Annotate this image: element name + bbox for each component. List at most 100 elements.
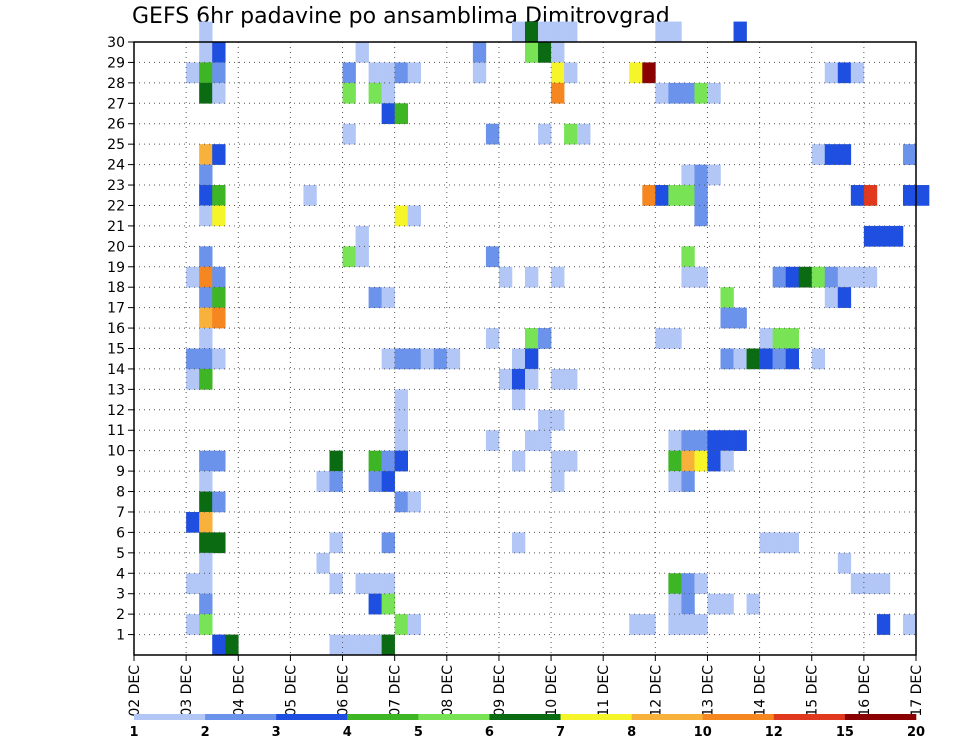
heatmap-cell [785, 266, 799, 288]
heatmap-cell [199, 450, 213, 472]
colorbar-tick-label: 8 [627, 725, 636, 740]
heatmap-cell [199, 491, 213, 513]
colorbar-tick-label: 5 [414, 725, 423, 740]
heatmap-cell [551, 450, 565, 472]
heatmap-cell [681, 185, 695, 206]
heatmap-cell [824, 62, 839, 84]
heatmap-cell [564, 21, 578, 43]
heatmap-cell [433, 348, 448, 370]
heatmap-cell [199, 185, 213, 206]
heatmap-cell [668, 21, 682, 43]
heatmap-cell [472, 42, 487, 63]
heatmap-cell [681, 82, 695, 104]
heatmap-cell [733, 348, 747, 370]
heatmap-cell [199, 593, 213, 615]
heatmap-cell [525, 368, 539, 390]
heatmap-cell [381, 348, 395, 370]
heatmap-cell [342, 634, 356, 656]
heatmap-cell [668, 430, 682, 451]
heatmap-cell [368, 593, 382, 615]
heatmap-cell [329, 471, 343, 492]
heatmap-cell [199, 266, 213, 288]
heatmap-cell [225, 634, 239, 656]
heatmap-cell [525, 42, 539, 63]
x-tick-label: 11 DEC [596, 665, 612, 717]
heatmap-cell [720, 307, 734, 329]
colorbar-swatch [134, 714, 206, 720]
x-tick-label: 13 DEC [700, 665, 716, 717]
heatmap-cell [772, 328, 786, 349]
heatmap-cell [212, 266, 226, 288]
heatmap-cell [564, 450, 578, 472]
heatmap-cell [355, 42, 369, 63]
heatmap-cell [394, 103, 408, 125]
heatmap-cell [212, 62, 226, 84]
heatmap-cell [368, 62, 382, 84]
heatmap-cell [342, 246, 356, 268]
heatmap-cell [798, 266, 813, 288]
heatmap-cell [551, 21, 565, 43]
heatmap-cell [629, 614, 643, 635]
heatmap-cell [199, 82, 213, 104]
heatmap-cell [485, 430, 500, 451]
colorbar-swatch [702, 714, 775, 720]
heatmap-cell [186, 368, 200, 390]
heatmap-cell [355, 573, 369, 594]
y-tick-label: 28 [107, 76, 125, 92]
heatmap-cell [212, 144, 226, 165]
y-tick-label: 19 [107, 260, 125, 276]
y-tick-label: 23 [107, 178, 125, 194]
x-tick-label: 05 DEC [283, 665, 299, 717]
colorbar-tick-label: 3 [272, 725, 281, 740]
x-tick-label: 06 DEC [336, 665, 352, 717]
y-tick-label: 18 [107, 280, 125, 296]
heatmap-cell [746, 348, 760, 370]
heatmap-cell [902, 614, 917, 635]
colorbar-tick-label: 4 [343, 725, 352, 740]
heatmap-cell [811, 144, 826, 165]
heatmap-cell [551, 62, 565, 84]
y-tick-label: 7 [116, 505, 125, 521]
heatmap-cell [212, 307, 226, 329]
heatmap-cell [199, 246, 213, 268]
heatmap-cell [394, 409, 408, 431]
y-tick-label: 21 [107, 219, 125, 235]
heatmap-cell [668, 328, 682, 349]
y-tick-label: 22 [107, 198, 125, 214]
x-tick-label: 07 DEC [388, 665, 404, 717]
heatmap-cell [394, 205, 408, 227]
heatmap-cell [394, 614, 408, 635]
heatmap-cell [394, 62, 408, 84]
heatmap-cell [212, 532, 226, 554]
heatmap-cell [186, 511, 200, 533]
heatmap-cell [642, 62, 656, 84]
heatmap-cell [329, 634, 343, 656]
heatmap-cell [733, 430, 747, 451]
heatmap-cell [720, 593, 734, 615]
colorbar-tick-label: 20 [907, 725, 925, 740]
heatmap-cell [694, 82, 708, 104]
heatmap-cell [876, 573, 891, 594]
heatmap-cell [551, 368, 565, 390]
heatmap-cell [368, 634, 382, 656]
heatmap-cell [720, 287, 734, 308]
heatmap-cell [694, 430, 708, 451]
heatmap-cell [368, 573, 382, 594]
x-tick-label: 14 DEC [753, 665, 769, 717]
heatmap-cell [694, 450, 708, 472]
heatmap-cell [681, 450, 695, 472]
heatmap-cell [407, 614, 422, 635]
heatmap-cell [186, 573, 200, 594]
heatmap-cell [498, 266, 513, 288]
heatmap-cell [863, 225, 878, 247]
heatmap-cell [511, 450, 526, 472]
colorbar-tick-label: 15 [836, 725, 854, 740]
heatmap-cell [538, 42, 552, 63]
heatmap-cell [551, 82, 565, 104]
heatmap-cell [446, 348, 461, 370]
heatmap-cell [538, 123, 552, 145]
heatmap-cell [538, 430, 552, 451]
y-tick-label: 16 [107, 321, 125, 337]
heatmap-cell [199, 287, 213, 308]
